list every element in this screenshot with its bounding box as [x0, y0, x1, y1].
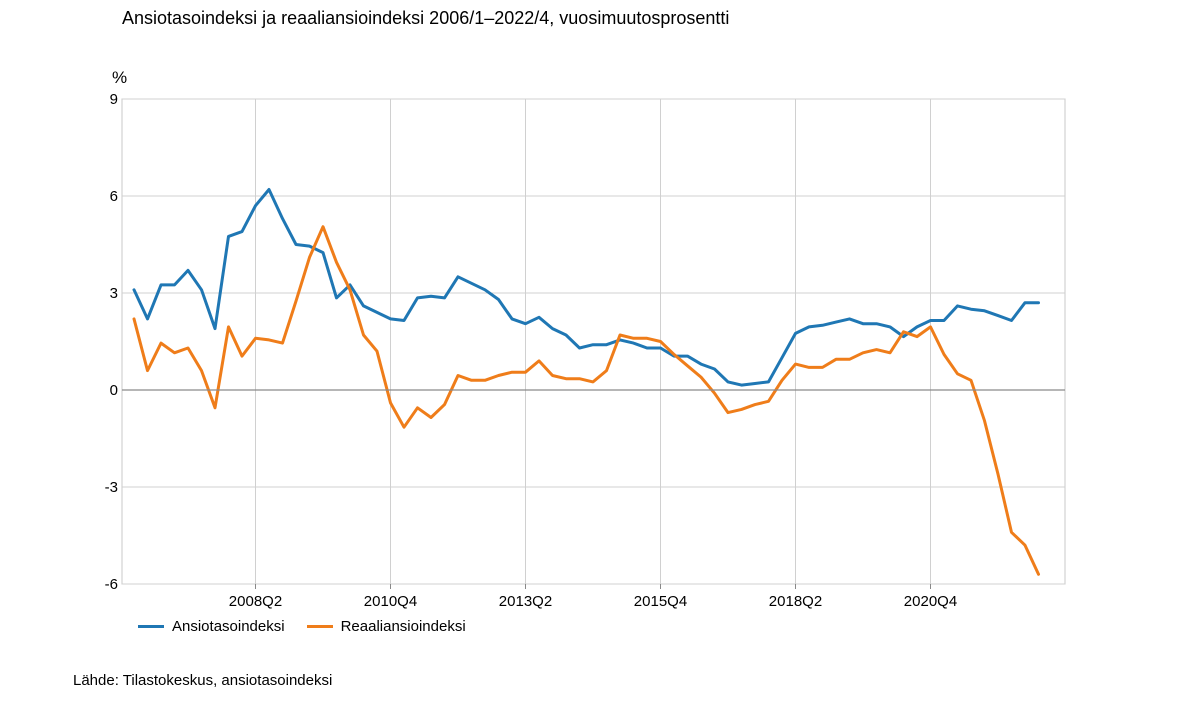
series-lines [132, 188, 1040, 576]
series-line-ansiotasoindeksi [132, 188, 1040, 387]
x-tick-label: 2018Q2 [769, 593, 822, 610]
source-note: Lähde: Tilastokeskus, ansiotasoindeksi [73, 672, 333, 689]
y-tick-label: 6 [110, 188, 118, 205]
y-tick-label: -3 [105, 479, 118, 496]
legend-label-ansiotasoindeksi: Ansiotasoindeksi [172, 618, 285, 635]
y-axis-label: % [112, 68, 128, 87]
legend-item-ansiotasoindeksi: Ansiotasoindeksi [138, 618, 285, 635]
grid [121, 98, 1066, 585]
y-tick-label: 0 [110, 382, 118, 399]
legend-swatch-reaaliansioindeksi [306, 625, 333, 628]
x-tick-label: 2020Q4 [904, 593, 957, 610]
legend-swatch-ansiotasoindeksi [138, 625, 164, 628]
legend-item-reaaliansioindeksi: Reaaliansioindeksi [306, 618, 466, 635]
legend-label-reaaliansioindeksi: Reaaliansioindeksi [340, 618, 466, 635]
x-tick-label: 2013Q2 [499, 593, 552, 610]
x-tick-label: 2010Q4 [364, 593, 417, 610]
axes: 9 6 3 0 -3 -6 2008Q2 2010Q4 2013Q2 2015Q4 2018Q2 20… [105, 91, 1065, 610]
series-line-reaaliansioindeksi [132, 225, 1040, 576]
y-tick-label: 3 [110, 285, 118, 302]
x-tick-label: 2015Q4 [634, 593, 687, 610]
chart-title: Ansiotasoindeksi ja reaaliansioindeksi 2… [122, 8, 730, 28]
y-tick-label: 9 [110, 91, 118, 108]
x-tick-label: 2008Q2 [229, 593, 282, 610]
plot-frame [121, 98, 1066, 585]
y-tick-label: -6 [105, 576, 118, 593]
legend: Ansiotasoindeksi Reaaliansioindeksi [138, 618, 488, 635]
